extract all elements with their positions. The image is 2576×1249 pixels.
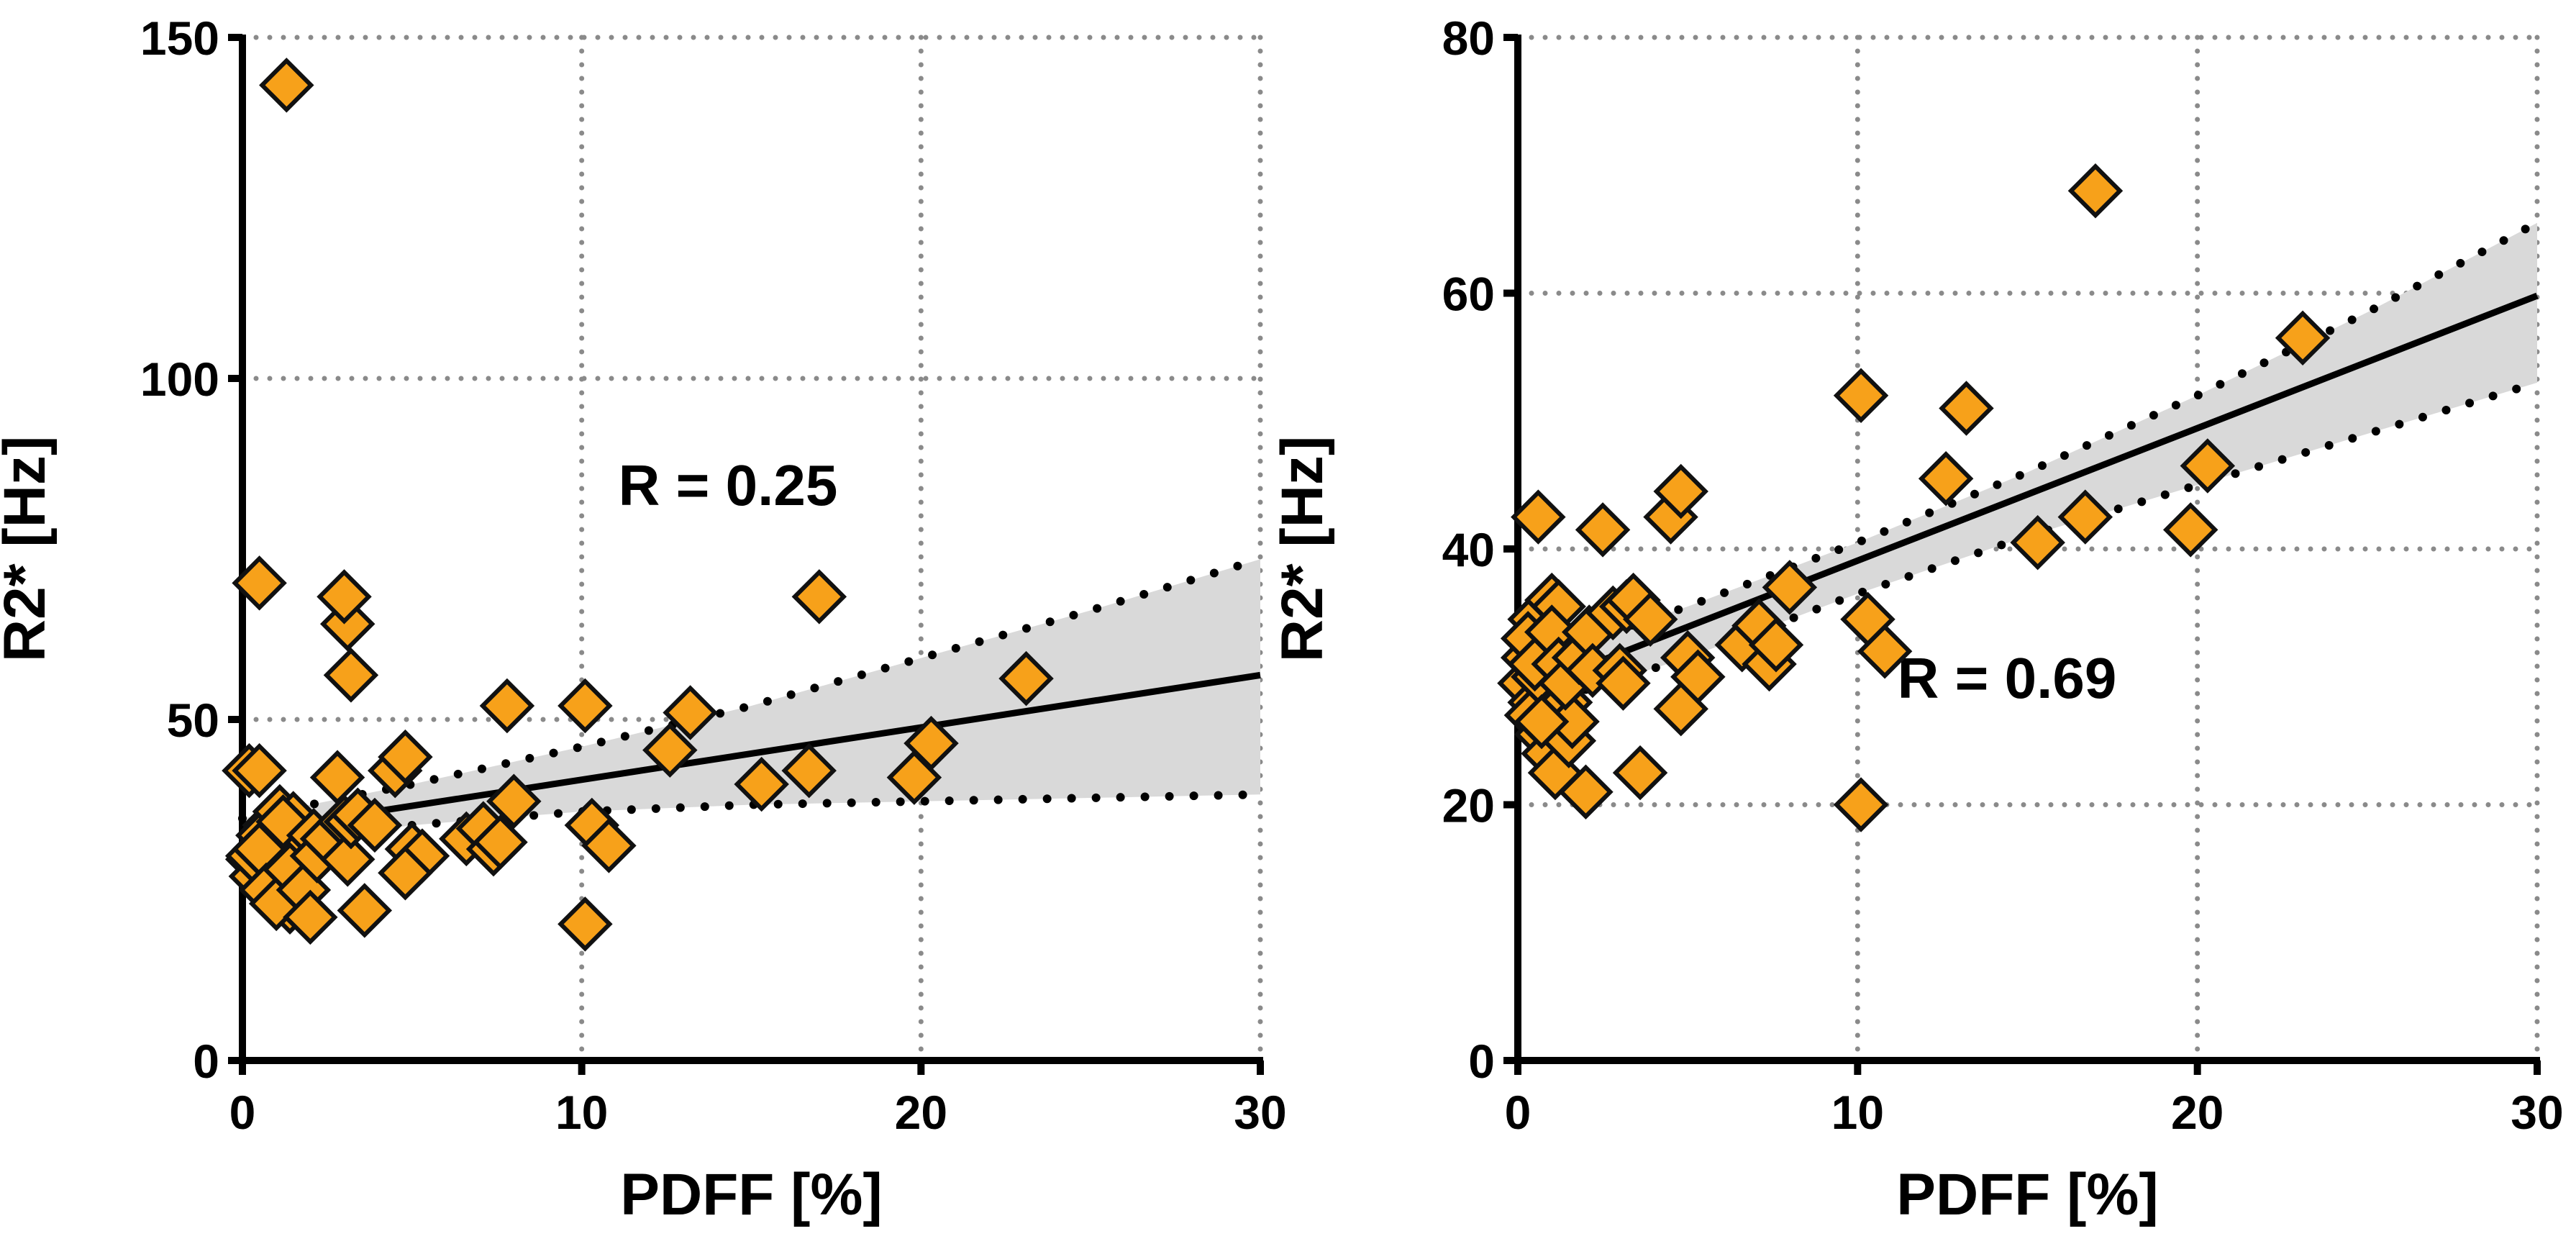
data-point bbox=[2057, 489, 2113, 545]
ci-upper-line bbox=[1581, 218, 2541, 645]
data-point bbox=[473, 814, 528, 870]
data-point bbox=[486, 773, 542, 830]
data-point bbox=[998, 650, 1054, 707]
data-point bbox=[581, 818, 637, 873]
y-tick-label: 50 bbox=[167, 694, 219, 747]
data-point bbox=[2162, 502, 2218, 558]
data-point bbox=[323, 648, 379, 703]
data-point bbox=[283, 889, 338, 945]
data-point bbox=[1612, 745, 1668, 801]
x-tick-label: 30 bbox=[2511, 1086, 2563, 1139]
data-point bbox=[781, 742, 837, 799]
data-point bbox=[663, 685, 718, 740]
x-tick-label: 30 bbox=[1234, 1086, 1286, 1139]
y-tick-label: 0 bbox=[1468, 1035, 1495, 1088]
y-tick-label: 40 bbox=[1442, 523, 1495, 576]
data-point bbox=[1514, 694, 1570, 750]
data-point bbox=[317, 569, 372, 624]
data-point bbox=[1833, 777, 1889, 832]
data-point bbox=[1748, 617, 1804, 673]
data-point bbox=[2067, 163, 2124, 219]
data-point bbox=[1939, 381, 1994, 436]
data-point bbox=[2010, 514, 2065, 571]
x-tick-label: 20 bbox=[2171, 1086, 2224, 1139]
confidence-band bbox=[242, 559, 1260, 850]
data-point bbox=[378, 845, 433, 901]
data-point bbox=[1918, 450, 1974, 507]
data-point bbox=[2275, 310, 2331, 365]
y-tick-label: 0 bbox=[193, 1035, 219, 1088]
data-point bbox=[259, 58, 314, 113]
y-axis-title: R2* [Hz] bbox=[1270, 436, 1335, 662]
data-point bbox=[1833, 368, 1889, 423]
left-scatter-panel: 0 50 100 150 0 10 20 30 PDFF [%] R2* [Hz] R = 0.25 bbox=[0, 12, 1287, 1227]
y-tick-label: 20 bbox=[1442, 779, 1495, 832]
data-point bbox=[347, 797, 403, 853]
data-point bbox=[337, 883, 393, 938]
data-point bbox=[1857, 623, 1913, 679]
regression-line bbox=[1584, 292, 2539, 670]
data-point bbox=[791, 569, 847, 624]
y-tick-label: 100 bbox=[140, 353, 219, 406]
data-point bbox=[479, 678, 535, 734]
correlation-annotation: R = 0.25 bbox=[619, 453, 838, 517]
data-point bbox=[904, 715, 959, 771]
x-tick-label: 10 bbox=[1831, 1086, 1884, 1139]
data-point bbox=[2180, 438, 2236, 494]
data-point bbox=[1511, 489, 1566, 545]
x-tick-label: 20 bbox=[895, 1086, 947, 1139]
data-point bbox=[1575, 502, 1631, 558]
x-axis-title: PDFF [%] bbox=[620, 1162, 882, 1227]
data-point bbox=[1558, 764, 1614, 819]
data-point bbox=[378, 729, 433, 785]
x-tick-label: 0 bbox=[1505, 1086, 1532, 1139]
y-tick-label: 150 bbox=[140, 12, 219, 65]
x-axis-title: PDFF [%] bbox=[1896, 1162, 2158, 1227]
data-point bbox=[557, 896, 613, 952]
data-point bbox=[232, 742, 287, 799]
data-point bbox=[1622, 591, 1678, 648]
ci-upper-line bbox=[238, 555, 1265, 823]
right-scatter-panel: 0 20 40 60 80 0 10 20 30 PDFF [%] R2* [Hz] R = 0.69 bbox=[1270, 12, 2564, 1227]
data-point bbox=[1653, 463, 1708, 519]
correlation-annotation: R = 0.69 bbox=[1898, 646, 2117, 710]
x-tick-label: 10 bbox=[555, 1086, 608, 1139]
x-tick-label: 0 bbox=[229, 1086, 256, 1139]
data-point bbox=[557, 678, 613, 734]
data-point bbox=[734, 756, 789, 812]
data-point bbox=[319, 832, 376, 887]
y-tick-label: 80 bbox=[1442, 12, 1495, 65]
data-point bbox=[1596, 655, 1651, 711]
regression-line bbox=[242, 671, 1261, 835]
data-point bbox=[1653, 681, 1708, 737]
data-point bbox=[232, 555, 287, 611]
y-tick-label: 60 bbox=[1442, 268, 1495, 321]
data-point bbox=[1762, 560, 1818, 615]
data-point bbox=[642, 722, 698, 778]
y-axis-title: R2* [Hz] bbox=[0, 436, 58, 662]
